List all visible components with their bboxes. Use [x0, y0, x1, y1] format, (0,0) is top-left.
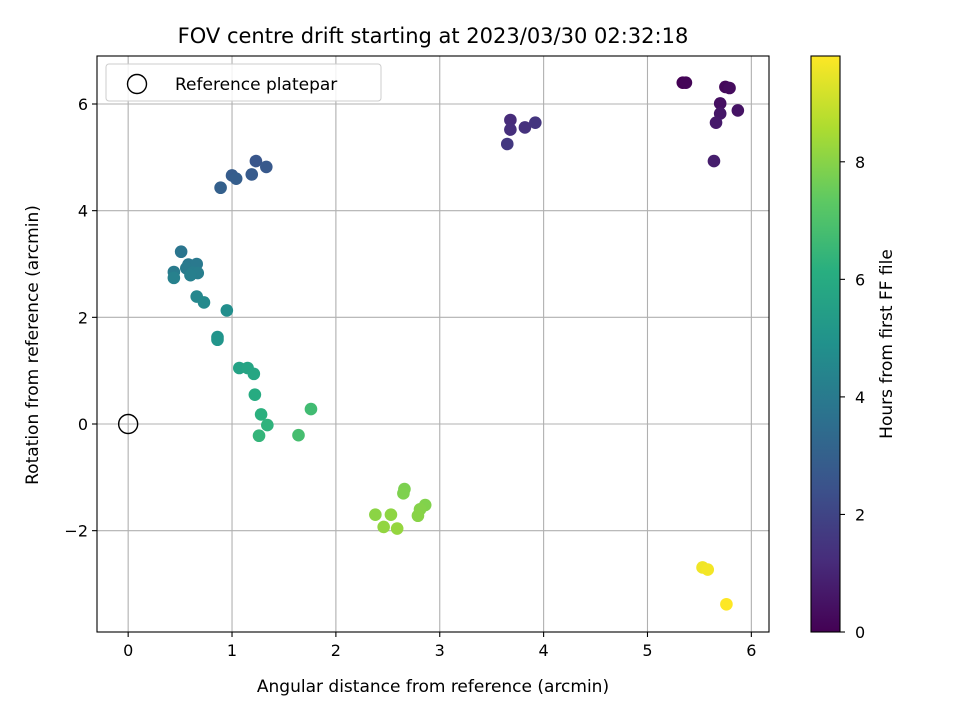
y-axis: −2 0 2 4 6 [64, 95, 97, 541]
x-tick-label: 2 [331, 641, 341, 660]
data-point [174, 245, 188, 259]
data-point [397, 487, 410, 500]
grid [97, 56, 769, 632]
data-point [707, 154, 721, 168]
legend: Reference platepar [105, 63, 382, 102]
data-point [723, 81, 736, 95]
data-point [369, 508, 382, 521]
x-tick-label: 5 [642, 641, 652, 660]
legend-marker-reference [126, 73, 148, 95]
colorbar-ticks: 0 2 4 6 8 [840, 153, 865, 642]
colorbar-gradient [810, 55, 841, 633]
data-point [720, 597, 733, 611]
data-point [390, 522, 404, 535]
data-point [731, 104, 745, 117]
legend-box [105, 63, 382, 102]
x-tick-label: 1 [227, 641, 237, 660]
chart-title: FOV centre drift starting at 2023/03/30 … [178, 24, 689, 48]
data-point [709, 116, 723, 129]
x-tick-label: 4 [539, 641, 549, 660]
data-point [249, 154, 263, 168]
data-point [245, 168, 259, 181]
x-tick-label: 0 [123, 641, 133, 660]
colorbar-tick-label: 0 [855, 623, 865, 642]
data-point [254, 408, 268, 421]
data-points [167, 76, 745, 611]
data-point [504, 113, 517, 127]
data-point [701, 563, 715, 576]
reference-marker [117, 413, 139, 435]
data-point [304, 402, 318, 416]
y-tick-label: 2 [78, 308, 88, 327]
data-point [529, 116, 542, 129]
data-point [214, 181, 227, 195]
data-point [261, 418, 274, 432]
data-point [500, 137, 514, 151]
y-tick-label: −2 [64, 522, 88, 541]
plot-area [96, 55, 770, 633]
y-tick-label: 0 [78, 415, 88, 434]
colorbar-tick-label: 2 [855, 505, 865, 524]
data-point [713, 97, 727, 110]
x-axis-label: Angular distance from reference (arcmin) [257, 677, 609, 697]
x-tick-label: 3 [435, 641, 445, 660]
y-tick-label: 6 [78, 95, 88, 114]
data-point [247, 367, 261, 381]
data-point [679, 76, 693, 89]
x-axis: 0 1 2 3 4 5 6 [123, 632, 756, 660]
reference-marker-layer [117, 413, 139, 435]
data-point [259, 160, 273, 174]
data-point [220, 304, 234, 317]
data-point [504, 123, 517, 136]
y-tick-label: 4 [78, 202, 88, 221]
y-axis-label: Rotation from reference (arcmin) [23, 205, 43, 485]
data-point [229, 172, 243, 185]
colorbar-tick-label: 6 [855, 270, 865, 289]
data-point [411, 509, 425, 523]
x-tick-label: 6 [746, 641, 756, 660]
data-point [167, 271, 181, 285]
data-point [197, 296, 211, 309]
data-point [211, 333, 224, 347]
colorbar-tick-label: 8 [855, 153, 865, 172]
legend-label-reference: Reference platepar [175, 75, 337, 95]
colorbar: 0 2 4 6 8 Hours from first FF file [810, 55, 897, 642]
data-point [377, 520, 390, 534]
colorbar-label: Hours from first FF file [877, 249, 897, 439]
data-point [248, 388, 262, 401]
data-point [252, 429, 266, 443]
data-point [384, 508, 398, 521]
data-point [184, 268, 197, 282]
colorbar-tick-label: 4 [855, 388, 865, 407]
data-point [292, 428, 305, 442]
data-point [518, 121, 532, 134]
